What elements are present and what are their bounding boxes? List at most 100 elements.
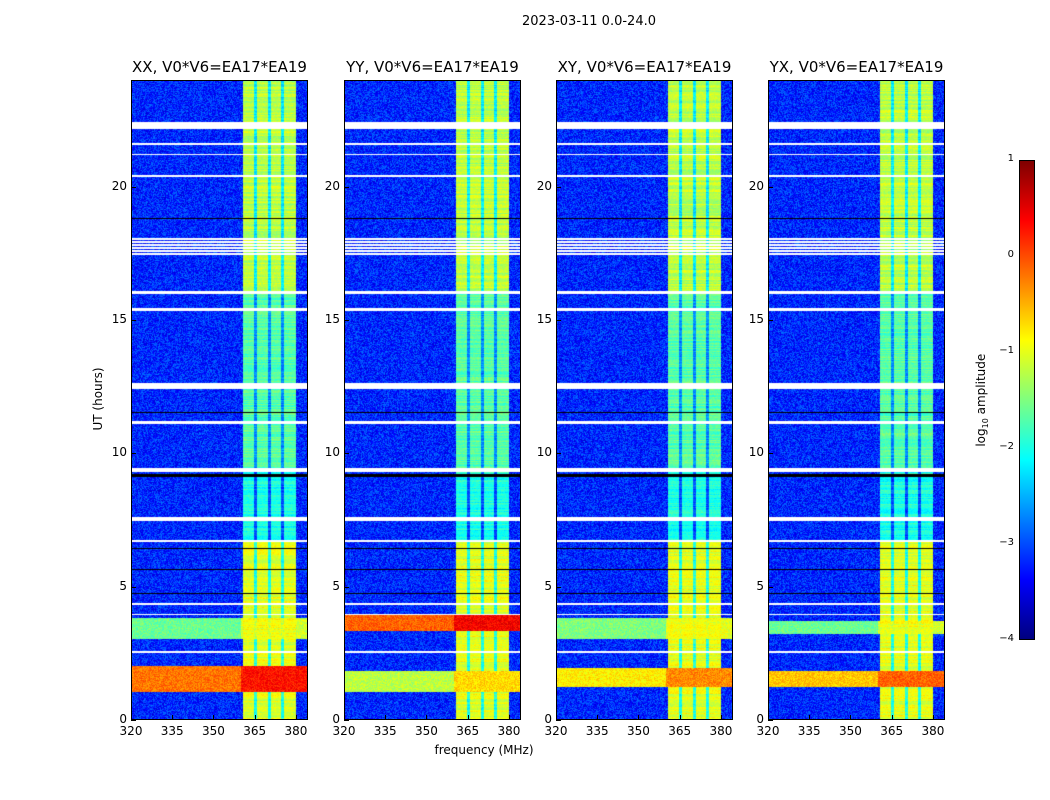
heatmap-image — [557, 81, 732, 719]
x-tick — [385, 715, 387, 720]
colorbar-tick-label: −4 — [999, 633, 1014, 644]
x-tick — [850, 715, 852, 720]
x-tick — [809, 715, 811, 720]
y-tick — [768, 720, 773, 721]
x-tick — [172, 715, 174, 720]
y-tick — [556, 453, 561, 455]
heatmap-image — [769, 81, 944, 719]
y-tick — [556, 720, 561, 721]
x-tick-label: 320 — [119, 724, 143, 738]
x-tick — [295, 715, 297, 720]
x-tick — [344, 715, 345, 720]
x-tick-label: 380 — [921, 724, 945, 738]
heatmap-panel-xx — [131, 80, 308, 720]
panel-title: YX, V0*V6=EA17*EA19 — [769, 58, 944, 76]
y-tick-label: 0 — [332, 712, 340, 726]
x-tick — [467, 715, 469, 720]
y-tick — [344, 186, 349, 188]
panel-title: XY, V0*V6=EA17*EA19 — [557, 58, 732, 76]
y-tick-label: 15 — [111, 312, 127, 326]
x-tick — [597, 715, 599, 720]
y-tick — [768, 320, 773, 321]
y-tick-label: 5 — [756, 578, 764, 593]
y-tick-label: 20 — [748, 178, 764, 193]
y-tick-label: 20 — [324, 178, 340, 193]
x-tick — [254, 715, 256, 720]
y-tick — [131, 453, 136, 455]
heatmap-image — [132, 81, 307, 719]
x-tick-label: 335 — [160, 724, 184, 738]
y-tick — [344, 586, 349, 588]
x-tick — [638, 715, 640, 720]
heatmap-panel-yx — [768, 80, 945, 720]
x-tick — [213, 715, 215, 720]
colorbar-tick-label: −1 — [999, 345, 1014, 356]
x-tick-label: 320 — [332, 724, 356, 738]
heatmap-image — [345, 81, 520, 719]
y-tick — [131, 720, 136, 721]
y-tick — [768, 186, 773, 188]
y-tick-label: 20 — [536, 178, 552, 193]
y-tick — [131, 186, 136, 188]
y-tick-label: 15 — [748, 312, 764, 326]
y-tick — [344, 320, 349, 321]
x-tick-label: 365 — [880, 724, 904, 738]
x-axis-label: frequency (MHz) — [434, 743, 534, 757]
y-tick — [556, 586, 561, 588]
y-tick — [556, 186, 561, 188]
x-tick-label: 350 — [415, 724, 438, 738]
panel-title: XX, V0*V6=EA17*EA19 — [132, 58, 307, 76]
heatmap-panel-yy — [344, 80, 521, 720]
x-tick — [891, 715, 893, 720]
x-tick — [932, 715, 934, 720]
y-tick-label: 0 — [756, 712, 764, 726]
y-tick-label: 5 — [544, 578, 552, 593]
heatmap-panel-xy — [556, 80, 733, 720]
y-tick — [131, 320, 136, 321]
x-tick-label: 365 — [668, 724, 692, 738]
colorbar-tick-label: 1 — [1007, 153, 1014, 164]
x-tick-label: 380 — [709, 724, 733, 738]
x-tick-label: 365 — [456, 724, 480, 738]
colorbar-tick-label: −2 — [999, 441, 1014, 452]
y-tick — [768, 586, 773, 588]
y-tick-label: 10 — [111, 445, 127, 460]
x-tick-label: 350 — [202, 724, 225, 738]
y-tick-label: 10 — [748, 445, 764, 460]
x-tick — [556, 715, 557, 720]
y-tick-label: 0 — [119, 712, 127, 726]
y-tick — [344, 453, 349, 455]
x-tick — [508, 715, 510, 720]
colorbar — [1019, 160, 1035, 640]
x-tick — [768, 715, 769, 720]
y-tick — [556, 320, 561, 321]
x-tick-label: 320 — [544, 724, 568, 738]
panel-title: YY, V0*V6=EA17*EA19 — [346, 58, 519, 76]
y-tick-label: 10 — [324, 445, 340, 460]
y-tick — [768, 453, 773, 455]
x-tick-label: 335 — [373, 724, 397, 738]
y-tick-label: 5 — [332, 578, 340, 593]
x-tick — [131, 715, 132, 720]
y-tick-label: 20 — [111, 178, 127, 193]
y-tick-label: 0 — [544, 712, 552, 726]
x-tick-label: 380 — [284, 724, 308, 738]
y-axis-label: UT (hours) — [91, 367, 105, 431]
x-tick-label: 350 — [627, 724, 650, 738]
colorbar-tick-label: −3 — [999, 537, 1014, 548]
y-tick-label: 15 — [536, 312, 552, 326]
y-tick — [131, 586, 136, 588]
x-tick-label: 365 — [243, 724, 267, 738]
x-tick — [720, 715, 722, 720]
y-tick-label: 10 — [536, 445, 552, 460]
x-tick-label: 335 — [585, 724, 609, 738]
y-tick — [344, 720, 349, 721]
x-tick-label: 380 — [497, 724, 521, 738]
y-tick-label: 15 — [324, 312, 340, 326]
x-tick-label: 350 — [839, 724, 862, 738]
x-tick — [426, 715, 428, 720]
x-tick-label: 320 — [756, 724, 780, 738]
x-tick — [679, 715, 681, 720]
y-tick-label: 5 — [119, 578, 127, 593]
